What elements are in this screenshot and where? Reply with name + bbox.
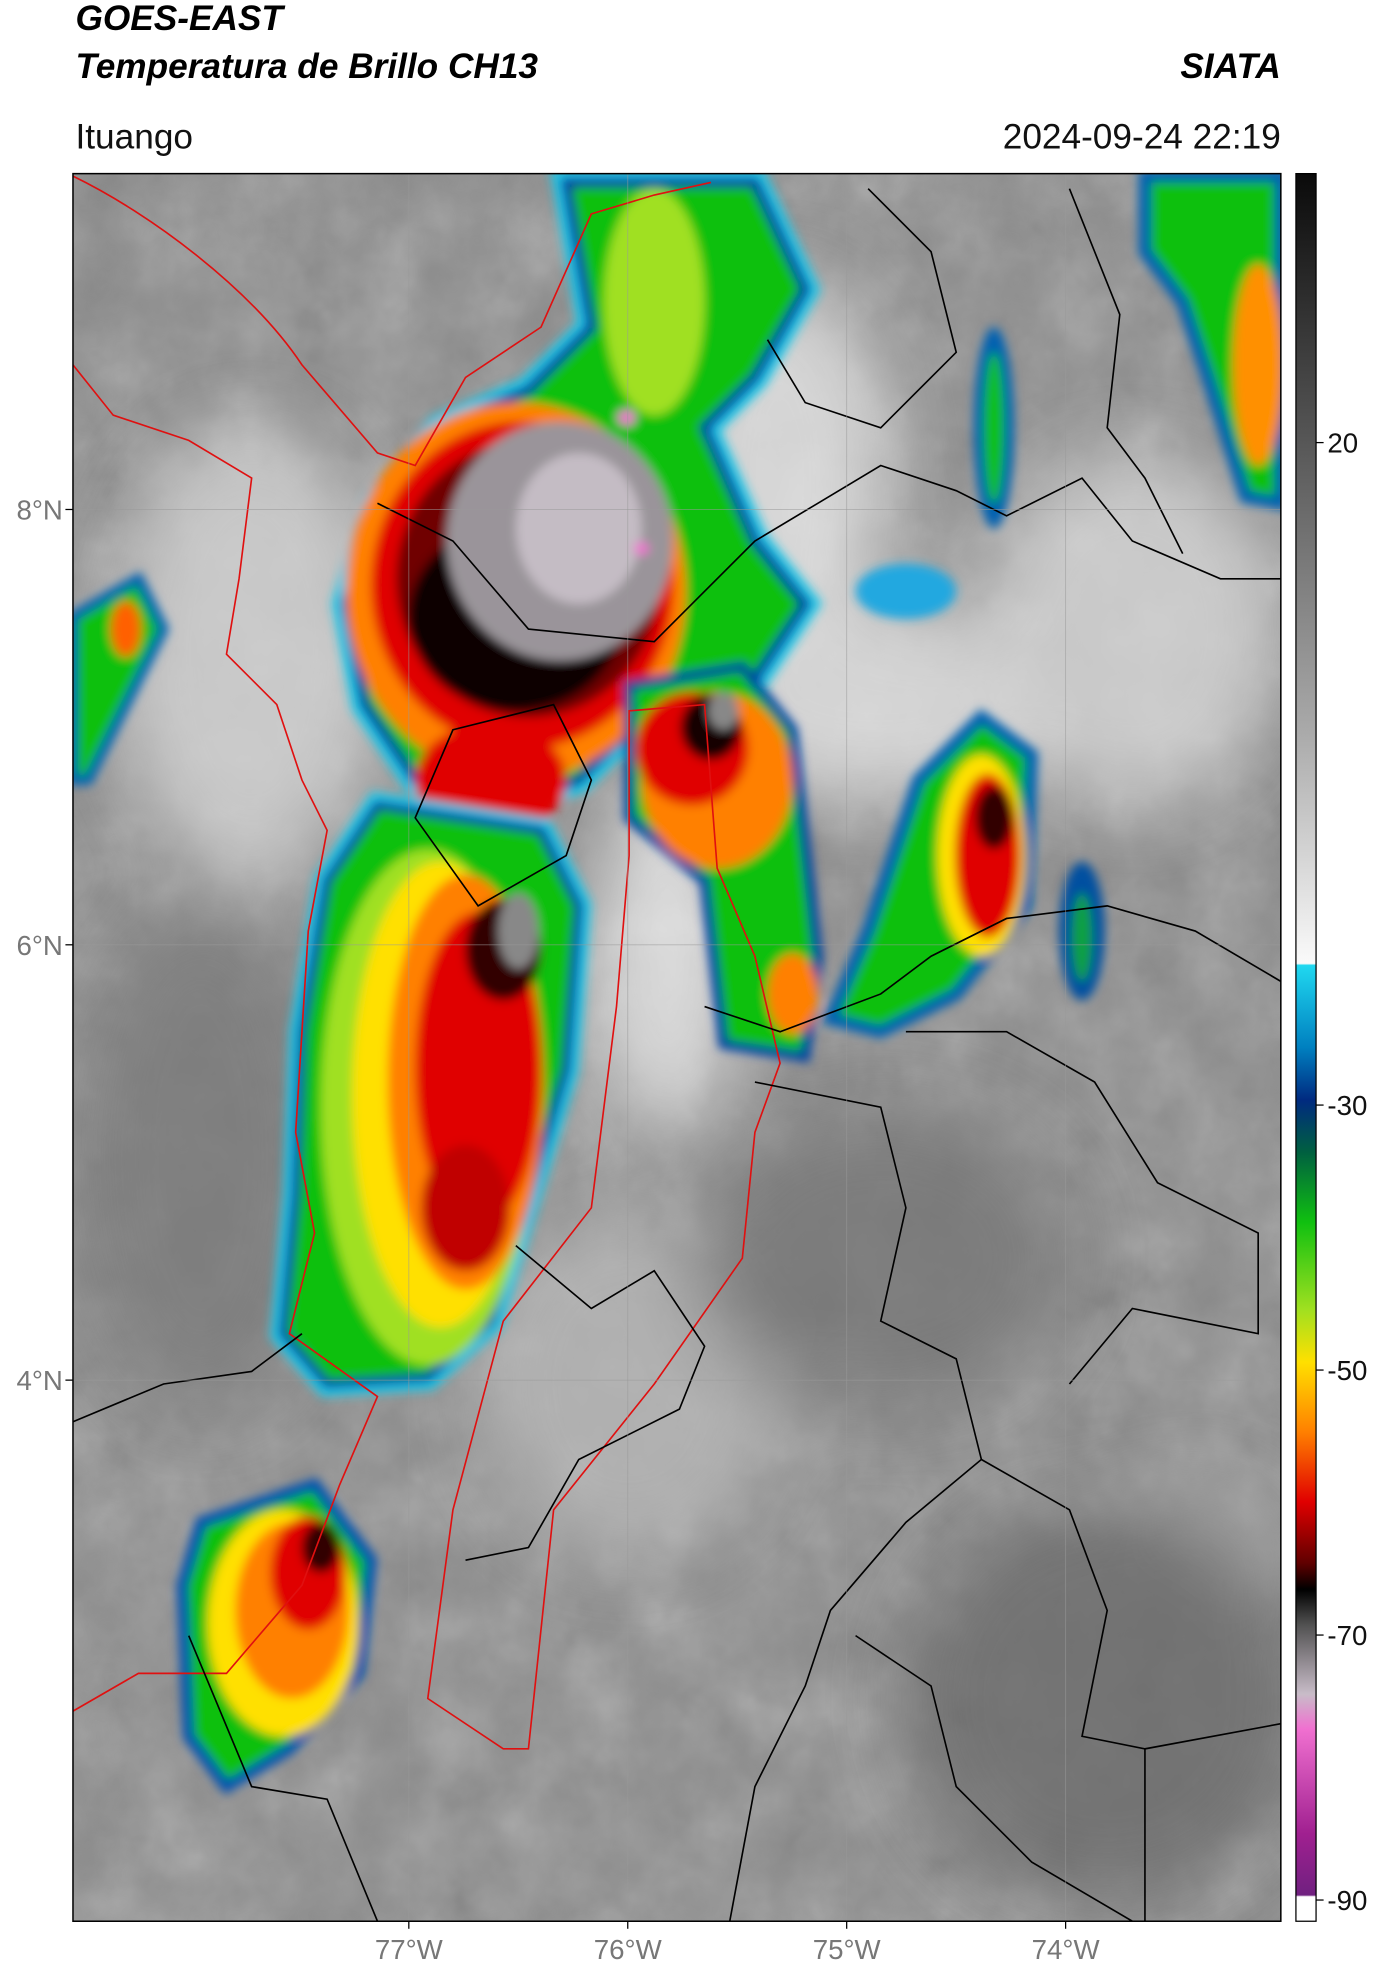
colorbar-tick-label: -90 <box>1327 1885 1367 1916</box>
lon-tick-label: 76°W <box>594 1934 663 1965</box>
lat-tick-label: 8°N <box>16 495 62 526</box>
subtitle: Temperatura de Brillo CH13 <box>75 47 538 86</box>
source: SIATA <box>1180 47 1280 86</box>
lon-tick-label: 75°W <box>813 1934 882 1965</box>
boundaries <box>72 175 1281 1922</box>
title: GOES-EAST <box>75 0 285 38</box>
lat-tick-label: 4°N <box>16 1365 62 1396</box>
location: Ituango <box>75 117 193 156</box>
colorbar-tick-label: -50 <box>1327 1355 1367 1386</box>
datetime: 2024-09-24 22:19 <box>1003 117 1281 156</box>
colorbar-tick-label: -70 <box>1327 1620 1367 1651</box>
colorbar-tick-label: 20 <box>1327 428 1358 459</box>
lon-tick-label: 77°W <box>375 1934 444 1965</box>
lat-tick-label: 6°N <box>16 930 62 961</box>
colorbar <box>1295 172 1317 1922</box>
satellite-image <box>72 173 1281 1922</box>
map-frame <box>72 172 1282 1922</box>
lon-tick-label: 74°W <box>1032 1934 1101 1965</box>
colorbar-tick-label: -30 <box>1327 1090 1367 1121</box>
